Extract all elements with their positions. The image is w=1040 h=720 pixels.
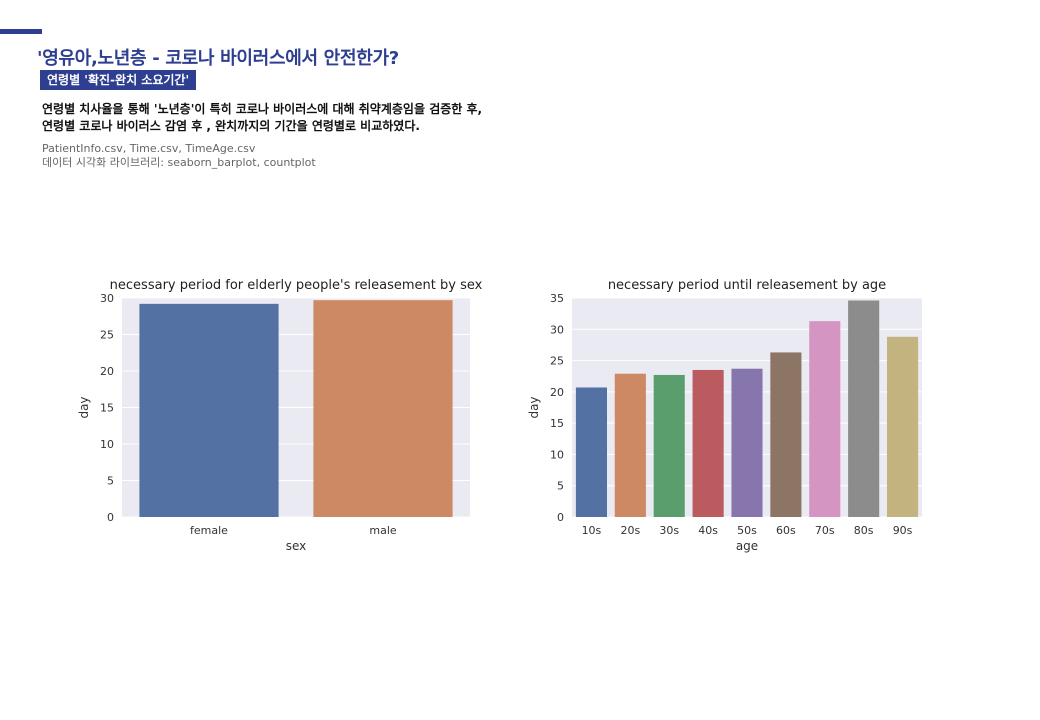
y-tick-label: 5 bbox=[557, 480, 564, 493]
bar-female bbox=[139, 303, 279, 517]
x-tick-label: 20s bbox=[620, 524, 640, 537]
bar-50s bbox=[731, 368, 763, 517]
x-tick-label: 80s bbox=[854, 524, 874, 537]
source-line: PatientInfo.csv, Time.csv, TimeAge.csv bbox=[42, 142, 256, 155]
y-tick-label: 15 bbox=[100, 402, 114, 415]
y-tick-label: 35 bbox=[550, 292, 564, 305]
y-axis-label: day bbox=[527, 396, 541, 418]
y-tick-label: 0 bbox=[557, 511, 564, 524]
y-tick-label: 5 bbox=[107, 475, 114, 488]
bar-30s bbox=[653, 374, 685, 517]
page-title: '영유아,노년층 - 코로나 바이러스에서 안전한가? bbox=[37, 48, 399, 69]
bar-40s bbox=[692, 369, 724, 517]
y-tick-label: 20 bbox=[100, 365, 114, 378]
bar-male bbox=[313, 300, 453, 517]
description-line: 연령별 코로나 바이러스 감염 후 , 완치까지의 기간을 연령별로 비교하였다… bbox=[42, 119, 420, 133]
bar-10s bbox=[575, 387, 607, 517]
y-tick-label: 25 bbox=[100, 329, 114, 342]
chart-title: necessary period until releasement by ag… bbox=[608, 278, 886, 293]
y-tick-label: 10 bbox=[100, 438, 114, 451]
x-axis-label: age bbox=[736, 539, 758, 553]
y-axis-label: day bbox=[77, 396, 91, 418]
y-tick-label: 10 bbox=[550, 448, 564, 461]
x-tick-label: male bbox=[369, 524, 397, 537]
x-axis-label: sex bbox=[286, 539, 307, 553]
y-tick-label: 15 bbox=[550, 417, 564, 430]
bar-90s bbox=[887, 336, 919, 517]
description: 연령별 치사율을 통해 '노년층'이 특히 코로나 바이러스에 대해 취약계층임… bbox=[42, 101, 482, 135]
chart-by-age: 0 5 10 15 20 25 30 35 10s 20s 30s 40s 50s 60s 70s 80s 90… bbox=[527, 278, 922, 553]
data-sources: PatientInfo.csv, Time.csv, TimeAge.csv 데… bbox=[42, 142, 316, 170]
y-tick-label: 25 bbox=[550, 355, 564, 368]
section-badge: 연령별 '확진-완치 소요기간' bbox=[40, 70, 197, 90]
bar-20s bbox=[614, 373, 646, 517]
x-tick-label: 90s bbox=[893, 524, 913, 537]
accent-bar bbox=[0, 29, 42, 34]
bar-60s bbox=[770, 352, 802, 517]
description-line: 연령별 치사율을 통해 '노년층'이 특히 코로나 바이러스에 대해 취약계층임… bbox=[42, 102, 483, 116]
chart-title: necessary period for elderly people's re… bbox=[110, 278, 483, 293]
x-tick-label: 40s bbox=[698, 524, 718, 537]
y-tick-label: 30 bbox=[100, 292, 114, 305]
bar-80s bbox=[848, 300, 880, 517]
bar-70s bbox=[809, 321, 841, 517]
x-tick-label: 10s bbox=[582, 524, 602, 537]
chart-by-sex: 0 5 10 15 20 25 30 female male necessary period f… bbox=[77, 278, 483, 553]
x-tick-label: 70s bbox=[815, 524, 835, 537]
y-tick-label: 30 bbox=[550, 323, 564, 336]
x-tick-label: 60s bbox=[776, 524, 796, 537]
x-tick-label: female bbox=[190, 524, 228, 537]
x-tick-label: 50s bbox=[737, 524, 757, 537]
y-tick-label: 0 bbox=[107, 511, 114, 524]
y-tick-label: 20 bbox=[550, 386, 564, 399]
source-line: 데이터 시각화 라이브러리: seaborn_barplot, countplo… bbox=[42, 156, 316, 169]
x-tick-label: 30s bbox=[659, 524, 679, 537]
